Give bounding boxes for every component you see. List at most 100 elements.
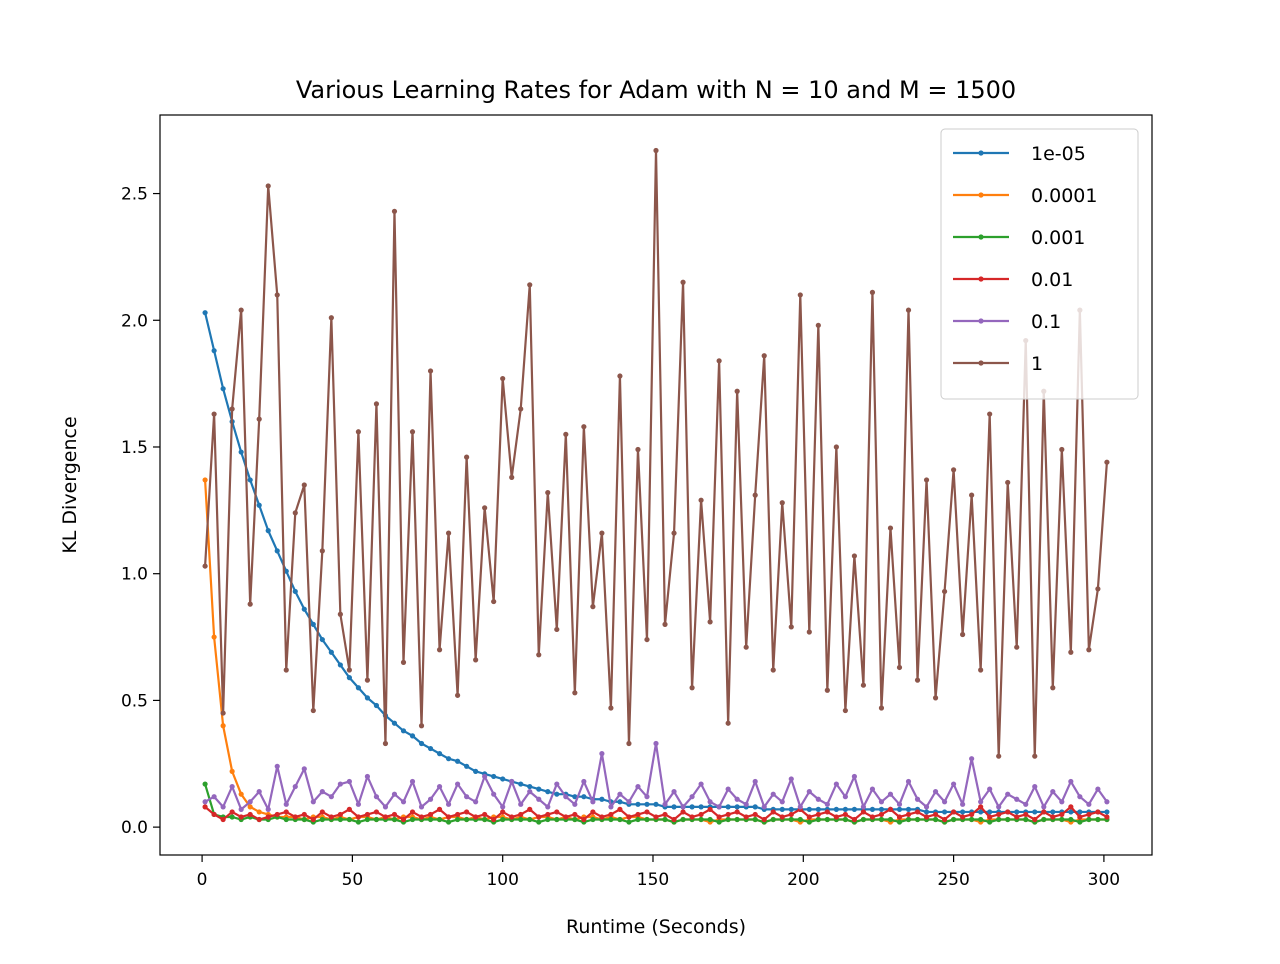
point	[752, 778, 758, 785]
point	[644, 801, 650, 807]
point	[355, 819, 361, 825]
point	[617, 373, 623, 379]
point	[1041, 816, 1047, 823]
point	[608, 811, 614, 818]
point	[1077, 819, 1083, 825]
point	[220, 816, 226, 823]
point	[1014, 644, 1020, 650]
point	[202, 477, 208, 483]
point	[337, 662, 343, 668]
x-tick-label: 200	[787, 870, 819, 890]
point	[951, 467, 957, 473]
point	[283, 809, 289, 815]
point	[987, 809, 993, 815]
point	[418, 814, 425, 820]
point	[220, 723, 226, 729]
point	[707, 816, 713, 823]
point	[770, 809, 776, 815]
point	[653, 814, 659, 820]
point	[878, 806, 885, 812]
point	[590, 604, 596, 610]
point	[932, 789, 939, 795]
point	[978, 799, 984, 805]
point	[662, 801, 668, 807]
point	[1104, 814, 1110, 820]
point	[725, 804, 731, 810]
legend-label: 0.1	[1031, 311, 1061, 333]
point	[969, 816, 975, 823]
y-axis-label: KL Divergence	[59, 416, 81, 553]
point	[770, 816, 776, 823]
point	[527, 282, 533, 288]
point	[500, 816, 506, 823]
point	[626, 814, 632, 820]
point	[229, 406, 235, 412]
point	[202, 310, 208, 316]
point	[373, 794, 380, 800]
point	[869, 806, 876, 812]
point	[427, 796, 434, 802]
point	[662, 816, 668, 823]
point	[653, 740, 659, 747]
point	[761, 816, 767, 823]
point	[238, 814, 244, 820]
point	[770, 667, 776, 673]
point	[635, 801, 641, 807]
point	[734, 809, 740, 815]
point	[1032, 816, 1038, 823]
point	[1050, 814, 1056, 820]
point	[590, 816, 596, 823]
point	[509, 474, 515, 480]
point	[797, 804, 803, 810]
point	[1086, 801, 1092, 807]
point	[644, 816, 650, 823]
point	[211, 811, 217, 818]
point	[382, 814, 389, 820]
point	[806, 819, 812, 825]
point	[572, 811, 578, 818]
point	[1068, 809, 1074, 815]
point	[409, 816, 416, 823]
point	[292, 588, 298, 595]
point	[770, 791, 776, 797]
point	[545, 816, 551, 823]
point	[698, 811, 704, 818]
point	[337, 781, 343, 787]
point	[590, 799, 596, 805]
point	[364, 773, 371, 780]
point	[572, 816, 578, 823]
point	[680, 816, 686, 823]
point	[473, 814, 479, 820]
point	[887, 791, 894, 797]
point	[1032, 753, 1038, 759]
point	[996, 816, 1002, 823]
point	[1068, 804, 1074, 810]
point	[445, 814, 452, 820]
point	[914, 796, 921, 802]
point	[725, 786, 731, 792]
point	[969, 492, 975, 498]
point	[274, 292, 280, 298]
point	[310, 816, 316, 823]
point	[698, 781, 704, 787]
point	[400, 728, 407, 734]
point	[815, 811, 821, 818]
point	[536, 652, 542, 658]
point	[860, 809, 867, 815]
point	[455, 811, 461, 818]
point	[932, 811, 939, 818]
point	[860, 804, 867, 810]
point	[391, 811, 398, 818]
point	[319, 636, 325, 643]
point	[464, 816, 470, 823]
point	[563, 431, 569, 437]
point	[626, 799, 632, 805]
point	[301, 811, 307, 818]
point	[301, 482, 307, 488]
point	[455, 816, 461, 823]
point	[527, 816, 533, 823]
point	[436, 816, 443, 823]
point	[211, 411, 217, 417]
point	[455, 758, 461, 764]
